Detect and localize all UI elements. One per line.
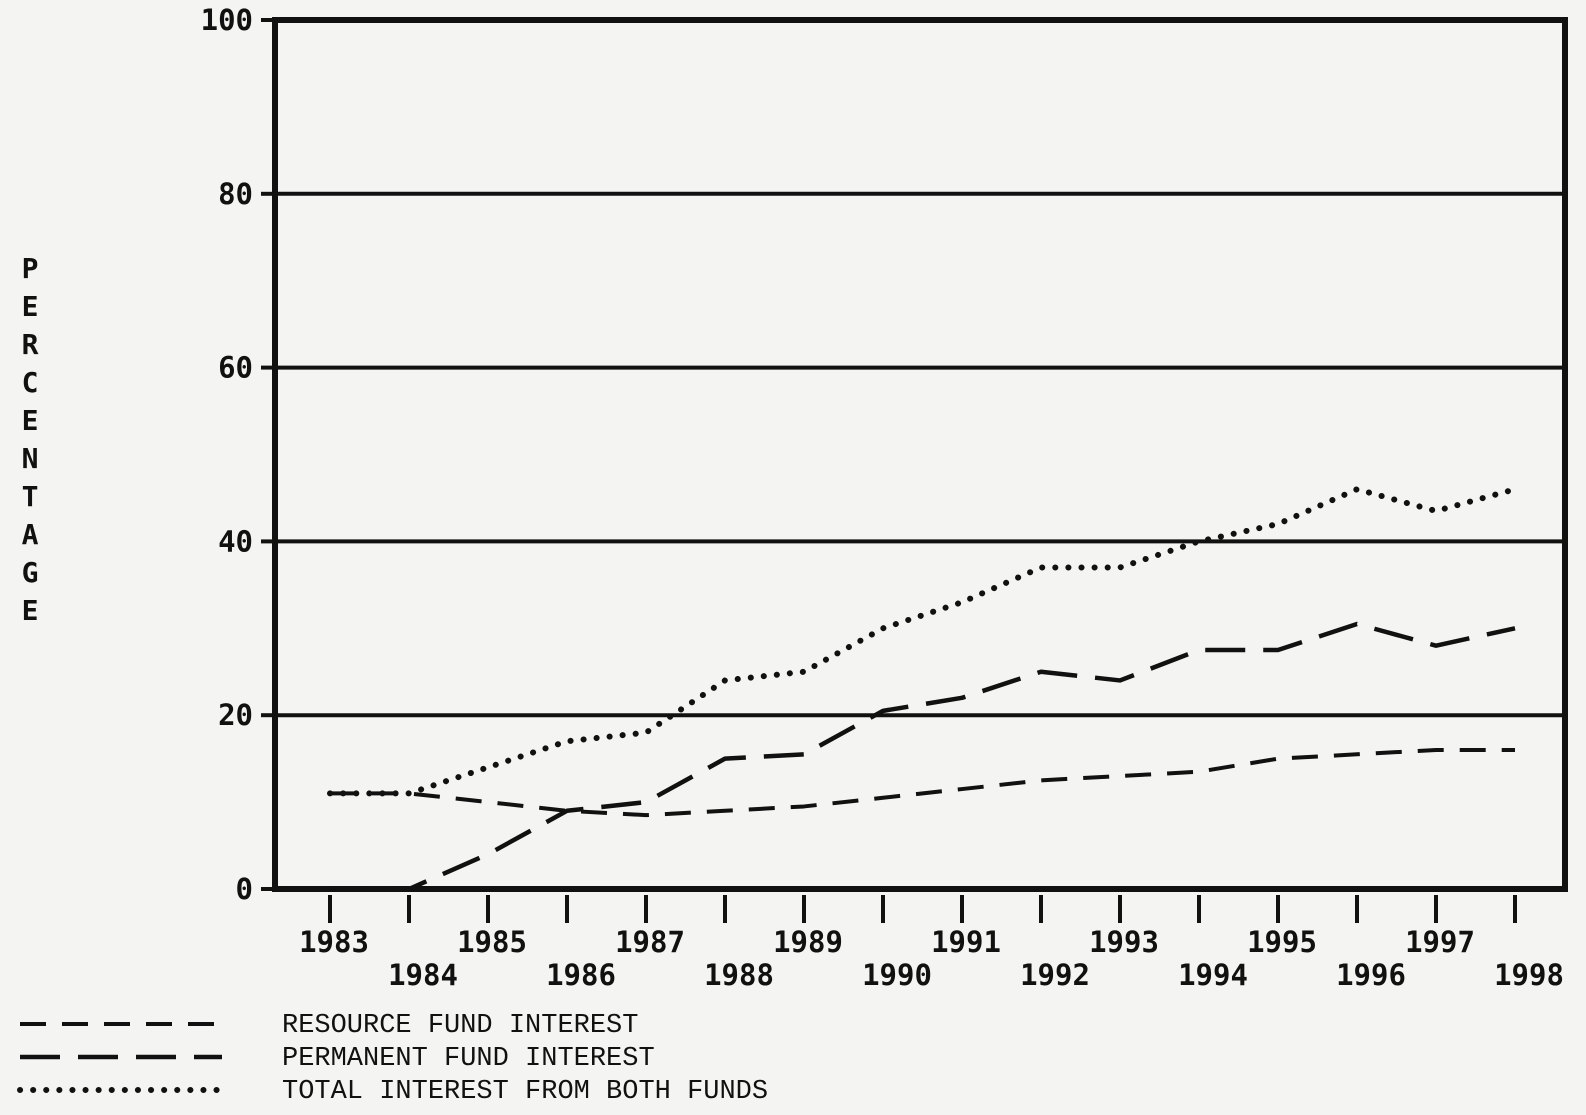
y-axis-label-letter: E (22, 290, 39, 323)
y-axis-label-letter: R (22, 328, 39, 361)
y-axis-label-letter: A (22, 518, 39, 551)
x-tick-label: 1986 (546, 958, 616, 992)
y-axis-label-letter: T (22, 480, 39, 513)
y-axis-label-letter: C (22, 366, 39, 399)
series-line-long-dash (330, 621, 1516, 892)
x-tick-label: 1983 (299, 925, 369, 959)
y-axis-label-letter: P (22, 252, 39, 285)
legend-label: TOTAL INTEREST FROM BOTH FUNDS (282, 1077, 768, 1107)
y-tick-label: 100 (201, 3, 253, 37)
x-tick-label: 1988 (704, 958, 774, 992)
series-line-dashed (330, 747, 1515, 818)
y-tick-label: 0 (236, 872, 253, 906)
y-tick-label: 20 (218, 698, 253, 732)
x-tick-label: 1996 (1336, 958, 1406, 992)
x-tick-label: 1984 (388, 958, 458, 992)
y-tick-label: 60 (218, 351, 253, 385)
legend-label: PERMANENT FUND INTEREST (282, 1044, 655, 1074)
x-tick-label: 1992 (1020, 958, 1090, 992)
series-lines (327, 486, 1518, 892)
x-tick-label: 1989 (773, 925, 843, 959)
x-tick-label: 1994 (1178, 958, 1248, 992)
x-tick-label: 1995 (1247, 925, 1317, 959)
series-line-dotted (327, 486, 1518, 797)
y-tick-label: 80 (218, 177, 253, 211)
y-axis-label-letter: E (22, 404, 39, 437)
y-axis-label-letter: E (22, 594, 39, 627)
x-tick-label: 1991 (931, 925, 1001, 959)
y-axis-ticks: 0 20 40 60 80 100 (201, 3, 275, 906)
x-tick-label: 1985 (457, 925, 527, 959)
y-axis-label-letter: G (22, 556, 39, 589)
x-tick-label: 1990 (862, 958, 932, 992)
y-tick-label: 40 (218, 524, 253, 558)
gridlines (275, 191, 1565, 718)
x-tick-label: 1993 (1089, 925, 1159, 959)
x-tick-label: 1987 (615, 925, 685, 959)
x-tick-label: 1998 (1494, 958, 1564, 992)
legend-label: RESOURCE FUND INTEREST (282, 1011, 638, 1041)
plot-frame (272, 17, 1568, 892)
y-axis-label-letter: N (22, 442, 39, 475)
x-tick-label: 1997 (1405, 925, 1475, 959)
